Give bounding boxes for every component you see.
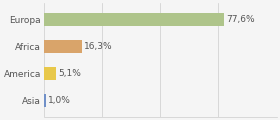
Bar — [44, 13, 224, 26]
Bar — [44, 94, 46, 107]
Text: 1,0%: 1,0% — [48, 96, 71, 105]
Text: 5,1%: 5,1% — [58, 69, 81, 78]
Bar — [44, 67, 55, 80]
Text: 77,6%: 77,6% — [227, 15, 255, 24]
Bar — [44, 40, 81, 53]
Text: 16,3%: 16,3% — [84, 42, 113, 51]
